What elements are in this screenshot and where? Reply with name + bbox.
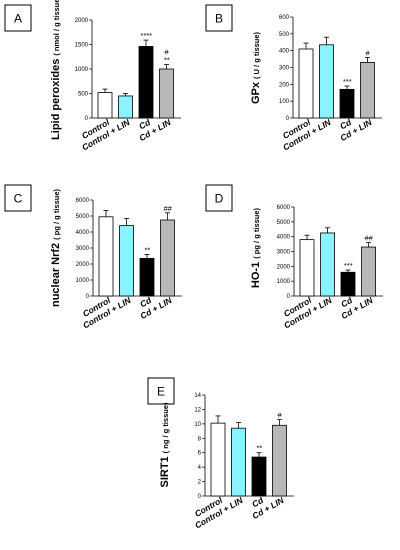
y-tick-label: 5000 bbox=[76, 214, 90, 220]
y-axis-label-unit: ( nmol / g tissue) bbox=[52, 0, 61, 56]
y-axis-label-main: SIRT1 bbox=[159, 456, 171, 487]
significance-marker: *** bbox=[343, 77, 353, 86]
bar-cd bbox=[139, 257, 155, 297]
y-tick-label: 6000 bbox=[76, 198, 90, 204]
y-axis-label: Lipid peroxides ( nmol / g tissue) bbox=[50, 0, 62, 140]
y-axis-label-unit: ( pg / g tissue) bbox=[252, 207, 261, 258]
bar-cd-lin bbox=[159, 68, 174, 119]
y-axis-label-unit: ( pg / g tissue) bbox=[52, 188, 61, 239]
y-tick-label: 10 bbox=[194, 422, 201, 428]
bar-cd bbox=[138, 46, 154, 119]
panel-a: A 0 500 1000 1500 2000 Lipid peroxides ( nmol /… bbox=[4, 0, 181, 153]
bar-cd-lin bbox=[361, 246, 376, 297]
significance-marker: **** bbox=[140, 31, 153, 40]
y-tick-label: 0 bbox=[198, 494, 202, 500]
bar-control bbox=[298, 48, 314, 119]
panel-label: E bbox=[157, 385, 165, 399]
y-tick-label: 3000 bbox=[76, 246, 90, 252]
y-axis-label-unit: ( ng / g tissue) bbox=[161, 402, 170, 453]
significance-marker: ** bbox=[144, 245, 151, 254]
significance-marker: ## bbox=[364, 234, 373, 243]
y-tick-label: 2000 bbox=[76, 262, 90, 268]
y-tick-label: 100 bbox=[279, 99, 290, 105]
y-tick-label: 0 bbox=[86, 294, 90, 300]
y-axis-label-main: HO-1 bbox=[250, 262, 262, 288]
panel-label: D bbox=[215, 192, 224, 206]
y-tick-label: 6000 bbox=[277, 205, 291, 211]
significance-marker: ## bbox=[163, 204, 172, 213]
bar-cd bbox=[339, 88, 355, 119]
panel-label-box bbox=[4, 184, 32, 212]
y-tick-label: 5000 bbox=[277, 220, 291, 226]
bar-cd bbox=[340, 271, 356, 297]
y-axis-label: SIRT1 ( ng / g tissue) bbox=[159, 402, 171, 488]
y-tick-label: 12 bbox=[194, 407, 201, 413]
bar-control-lin bbox=[118, 95, 133, 119]
y-axis-label-main: GPx bbox=[250, 81, 262, 104]
y-axis-label: HO-1 ( pg / g tissue) bbox=[250, 207, 262, 288]
bar-cd-lin bbox=[272, 424, 287, 497]
significance-marker: ** bbox=[164, 56, 171, 65]
y-tick-label: 1000 bbox=[277, 279, 291, 285]
y-tick-label: 1000 bbox=[75, 67, 89, 73]
y-tick-label: 0 bbox=[287, 294, 291, 300]
y-tick-label: 14 bbox=[194, 393, 201, 399]
y-tick-label: 0 bbox=[85, 116, 89, 122]
panel-label-box bbox=[205, 184, 233, 212]
y-axis-label: GPx ( U / g tissue) bbox=[250, 31, 262, 104]
bar-control-lin bbox=[319, 44, 334, 119]
panel-label: A bbox=[14, 12, 22, 26]
panel-c: C 0 1000 2000 3000 4000 5000 6000 nuclear Nrf2 ( … bbox=[4, 184, 182, 331]
panel-label-box bbox=[4, 4, 32, 32]
y-axis-label-main: nuclear Nrf2 bbox=[50, 243, 62, 307]
y-tick-label: 4000 bbox=[76, 230, 90, 236]
significance-marker: # bbox=[164, 48, 169, 57]
bar-control bbox=[210, 422, 226, 497]
y-axis-label-unit: ( U / g tissue) bbox=[252, 31, 261, 79]
y-tick-label: 400 bbox=[279, 49, 290, 55]
y-axis-label-main: Lipid peroxides bbox=[50, 59, 62, 140]
significance-marker: ** bbox=[256, 444, 263, 453]
y-tick-label: 1000 bbox=[76, 278, 90, 284]
panel-d: D 0 1000 2000 3000 4000 5000 6000 HO-1 ( pg / g t… bbox=[205, 184, 383, 331]
y-tick-label: 4000 bbox=[277, 235, 291, 241]
y-tick-label: 600 bbox=[279, 15, 290, 21]
y-tick-label: 3000 bbox=[277, 250, 291, 256]
bar-control-lin bbox=[119, 225, 134, 297]
panel-label: B bbox=[215, 12, 223, 26]
y-tick-label: 1500 bbox=[75, 43, 89, 49]
y-tick-label: 500 bbox=[279, 32, 290, 38]
y-tick-label: 8 bbox=[198, 436, 202, 442]
panel-label-box bbox=[147, 377, 175, 405]
panel-label-box bbox=[205, 4, 233, 32]
significance-marker: # bbox=[277, 411, 282, 420]
y-tick-label: 2 bbox=[198, 480, 202, 486]
panel-label: C bbox=[14, 192, 23, 206]
y-tick-label: 2000 bbox=[75, 18, 89, 24]
bar-control bbox=[299, 239, 315, 297]
y-tick-label: 6 bbox=[198, 451, 202, 457]
significance-marker: *** bbox=[344, 261, 354, 270]
bar-cd-lin bbox=[360, 62, 375, 119]
bar-cd-lin bbox=[160, 219, 175, 297]
bar-control bbox=[97, 92, 113, 119]
y-tick-label: 300 bbox=[279, 66, 290, 72]
bar-cd bbox=[251, 456, 267, 497]
y-axis-label: nuclear Nrf2 ( pg / g tissue) bbox=[50, 188, 62, 307]
bar-control-lin bbox=[320, 232, 335, 297]
bar-control bbox=[98, 216, 114, 297]
bar-control-lin bbox=[231, 427, 246, 497]
y-tick-label: 500 bbox=[78, 92, 89, 98]
y-tick-label: 2000 bbox=[277, 264, 291, 270]
y-tick-label: 4 bbox=[198, 465, 202, 471]
y-tick-label: 200 bbox=[279, 82, 290, 88]
y-tick-label: 0 bbox=[286, 116, 290, 122]
significance-marker: # bbox=[365, 48, 370, 57]
